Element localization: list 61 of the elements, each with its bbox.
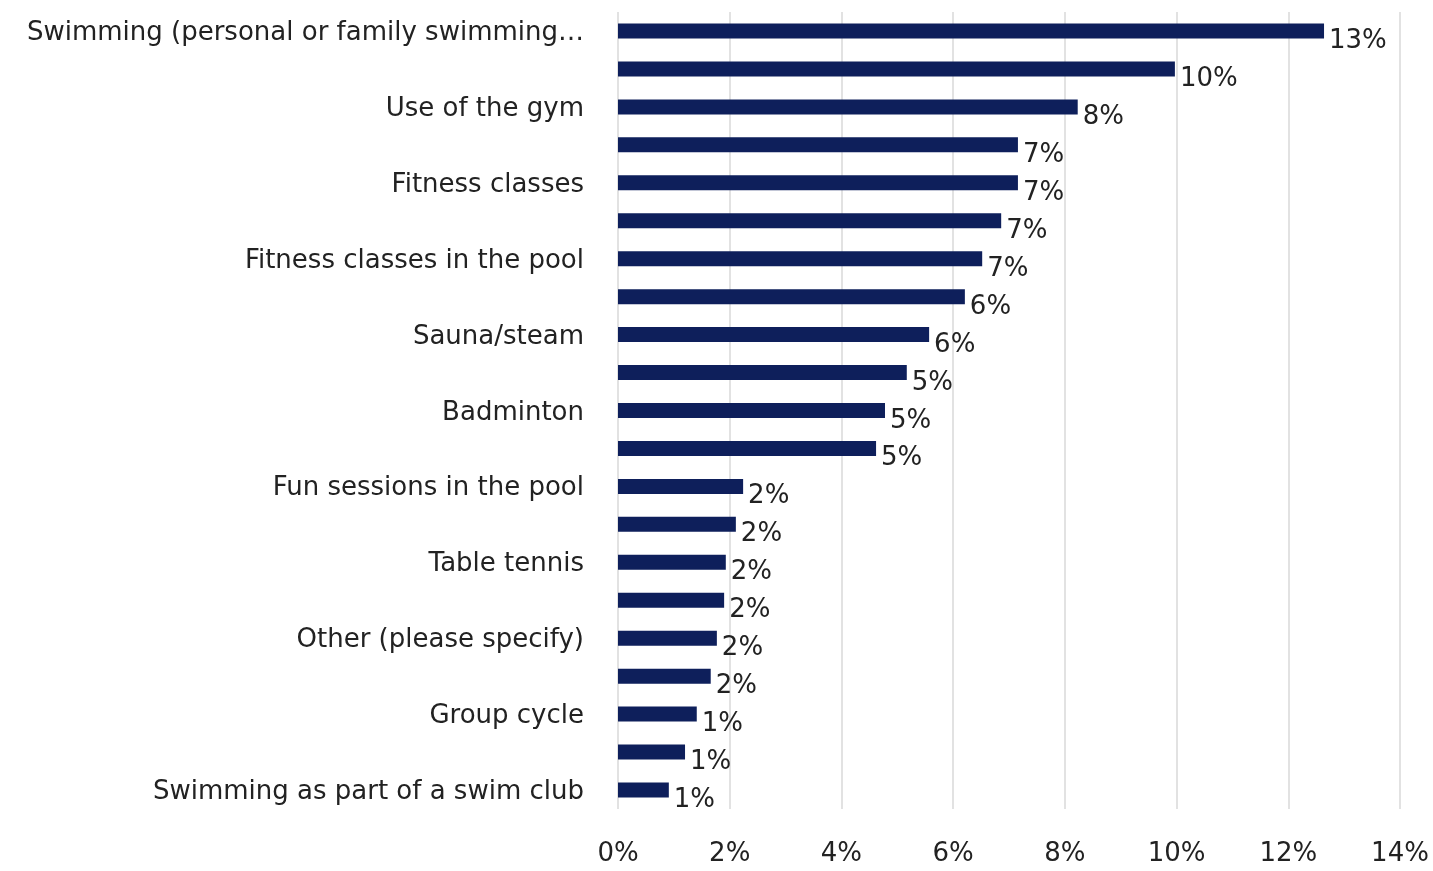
x-tick-label: 14% [1371,837,1429,867]
data-label: 2% [748,479,790,510]
data-label: 2% [721,631,764,662]
data-label: 6% [969,289,1012,320]
y-tick-label: Swimming as part of a swim club [152,775,584,806]
y-tick-label: Table tennis [427,547,584,578]
bar [618,289,965,305]
bar [618,668,711,684]
bar [618,327,930,343]
data-label: 2% [730,555,773,586]
y-tick-label: Group cycle [429,699,584,730]
data-label: 1% [673,783,716,814]
data-label: 13% [1329,23,1387,54]
data-label: 7% [1022,175,1065,206]
bar [618,744,686,760]
bar [618,251,983,267]
bar [618,478,744,494]
x-tick-label: 0% [597,837,639,867]
y-tick-label: Badminton [442,395,584,426]
y-tick-label: Use of the gym [385,91,584,122]
bar [618,23,1325,39]
bar [618,137,1018,153]
y-tick-label: Fitness classes [391,167,584,198]
bar [618,554,726,570]
data-label: 5% [911,365,954,396]
bar [618,516,736,532]
bar [618,213,1002,229]
y-tick-label: Fitness classes in the pool [244,243,584,274]
data-label: 7% [1006,213,1048,244]
data-label: 6% [934,327,976,358]
x-tick-label: 10% [1147,837,1206,867]
x-tick-label: 2% [709,837,751,867]
bar [618,61,1175,77]
y-tick-label: Fun sessions in the pool [272,471,584,502]
data-label: 1% [701,707,744,738]
x-tick-label: 4% [820,837,863,867]
data-label: 2% [740,517,783,548]
bar [618,365,907,381]
bar [618,592,725,608]
x-tick-label: 12% [1259,837,1318,867]
bar [618,99,1078,115]
data-label: 2% [715,669,757,700]
data-label: 10% [1179,61,1238,92]
y-tick-label: Swimming (personal or family swimming… [26,15,584,46]
data-label: 8% [1082,99,1124,130]
bar [618,175,1018,191]
bar [618,440,877,456]
data-label: 7% [1022,137,1065,168]
bar [618,782,669,798]
x-tick-label: 6% [932,837,974,867]
y-tick-label: Sauna/steam [412,319,584,350]
data-label: 5% [881,441,923,472]
y-tick-label: Other (please specify) [296,623,584,654]
data-label: 2% [729,593,771,624]
bar [618,403,885,418]
data-label: 1% [690,745,732,776]
bar [618,706,697,722]
data-label: 5% [890,403,932,434]
x-tick-label: 8% [1044,837,1086,867]
data-label: 7% [987,251,1029,282]
bar [618,630,717,646]
